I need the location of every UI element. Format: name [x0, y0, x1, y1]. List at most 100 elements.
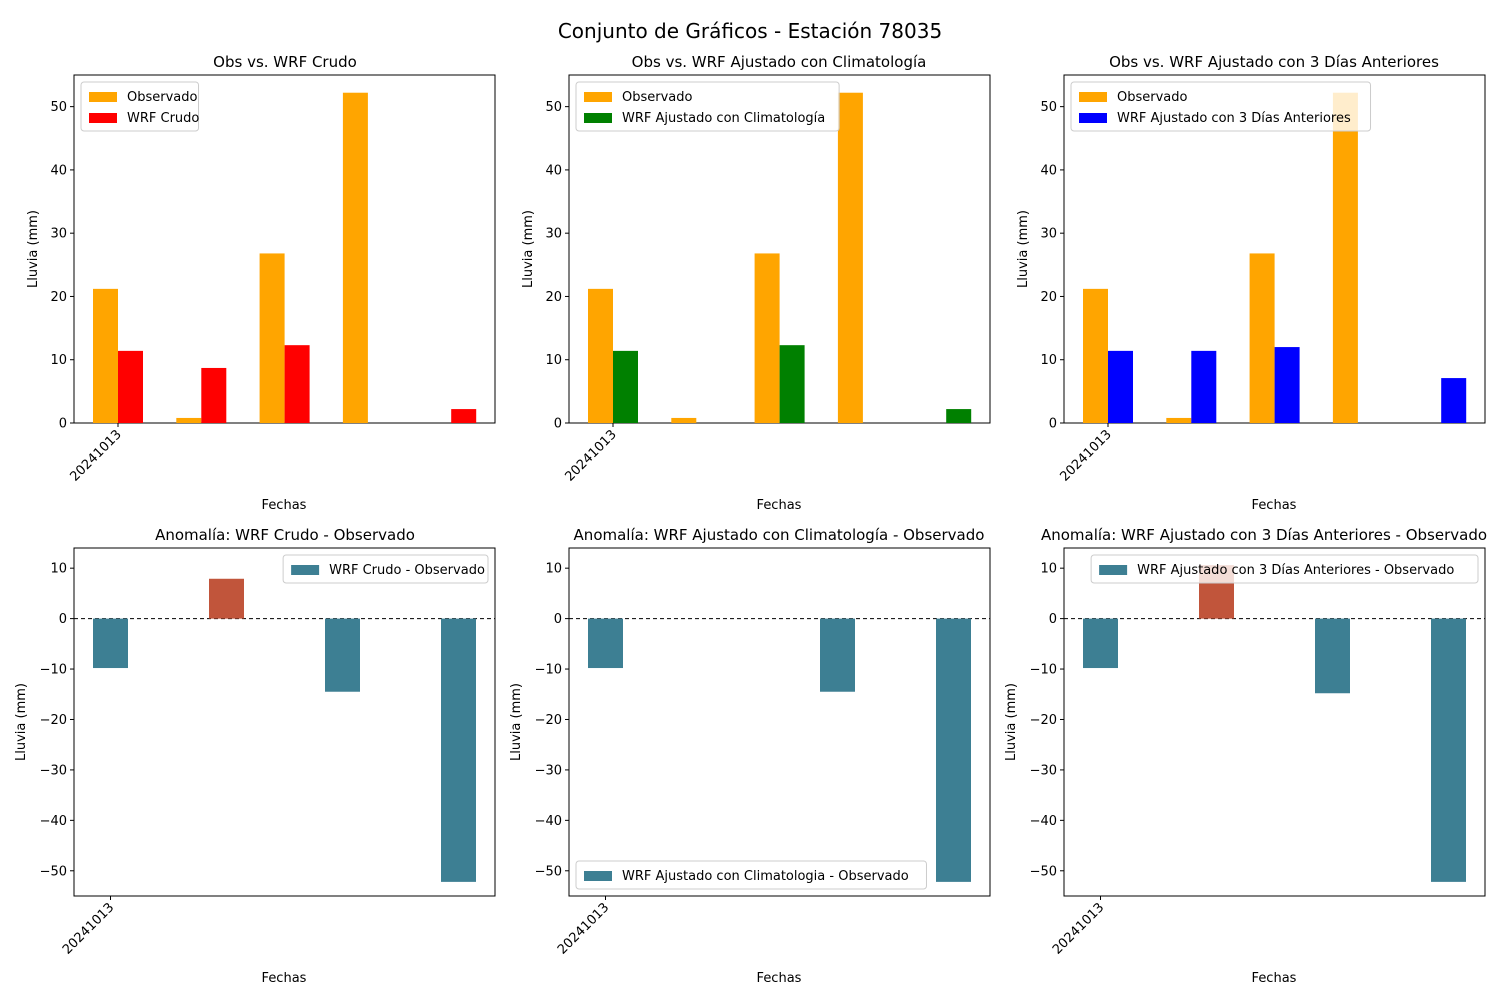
y-tick-label: 30 [1040, 227, 1057, 242]
bar-observed [176, 417, 202, 423]
subplot-4: −50 −40 −30 −20 −10 0 10 Anomalía: WRF Crudo - … [14, 526, 496, 986]
bar-wrf [451, 409, 477, 423]
y-axis-label: Lluvia (mm) [1004, 683, 1019, 761]
legend-swatch [291, 565, 320, 575]
anomaly-bar [1431, 618, 1466, 882]
y-tick-label: −10 [40, 663, 67, 678]
bar-observed [93, 288, 118, 423]
y-tick-label: 20 [1040, 290, 1057, 305]
y-tick-label: 20 [545, 290, 562, 305]
y-tick-label: 0 [554, 417, 562, 432]
x-tick-label: 20241013 [562, 427, 619, 484]
subplot-title: Obs vs. WRF Crudo [213, 53, 357, 71]
subplot-title: Anomalía: WRF Ajustado con Climatología … [574, 526, 985, 544]
legend-swatch [584, 92, 612, 102]
bar-observed [588, 288, 613, 423]
legend-box [1070, 81, 1372, 132]
y-axis-label: Lluvia (mm) [509, 683, 524, 761]
subplot-title: Anomalía: WRF Crudo - Observado [155, 526, 415, 544]
figure-title: Conjunto de Gráficos - Estación 78035 [558, 19, 942, 43]
bar-observed [259, 253, 285, 423]
legend: Observado WRF Crudo [80, 81, 199, 132]
subplot-2: 0 10 20 30 40 50 Obs vs. WRF Ajustado con Clim… [521, 53, 991, 513]
y-tick-label: 10 [545, 353, 562, 368]
axes-frame [1063, 547, 1486, 897]
legend-swatch [89, 92, 117, 102]
axes-frame [73, 547, 496, 897]
legend-box [1090, 554, 1479, 584]
x-tick-label: 20241013 [1050, 900, 1107, 957]
subplot-title: Anomalía: WRF Ajustado con 3 Días Anteri… [1041, 526, 1487, 544]
legend-label: WRF Ajustado con 3 Días Anteriores - Obs… [1137, 563, 1454, 578]
y-axis-label: Lluvia (mm) [26, 210, 41, 288]
y-tick-label: −30 [535, 763, 562, 778]
legend-swatch [584, 871, 612, 881]
y-tick-label: 0 [1049, 417, 1057, 432]
anomaly-bar [209, 578, 244, 619]
bar-observed [837, 92, 863, 423]
bar-wrf [1274, 347, 1300, 423]
subplot-title: Obs vs. WRF Ajustado con Climatología [632, 53, 927, 71]
legend-box [575, 860, 927, 890]
anomaly-bar [325, 618, 360, 692]
x-axis-label: Fechas [757, 971, 802, 986]
bar-wrf [946, 409, 972, 423]
y-tick-label: −30 [40, 763, 67, 778]
legend-box [575, 81, 840, 132]
x-axis-label: Fechas [1252, 498, 1297, 513]
y-tick-label: 0 [59, 417, 67, 432]
bar-wrf [118, 350, 143, 423]
bar-wrf [1191, 350, 1217, 423]
y-tick-label: −20 [1030, 713, 1057, 728]
x-tick-label: 20241013 [67, 427, 124, 484]
bar-wrf [1441, 378, 1467, 423]
y-tick-label: 0 [59, 612, 67, 627]
subplot-5: −50 −40 −30 −20 −10 0 10 Anomalía: WRF Ajustado… [509, 526, 991, 986]
y-axis-label: Lluvia (mm) [14, 683, 29, 761]
y-tick-label: −20 [40, 713, 67, 728]
bar-observed [671, 417, 697, 423]
legend-label: WRF Crudo [127, 111, 199, 126]
y-tick-label: 10 [545, 562, 562, 577]
subplot-6: −50 −40 −30 −20 −10 0 10 Anomalía: WRF Ajustado… [1004, 526, 1487, 986]
y-tick-label: 0 [1049, 612, 1057, 627]
y-tick-label: 40 [1040, 163, 1057, 178]
y-tick-label: 10 [1040, 562, 1057, 577]
legend-swatch [1099, 565, 1128, 575]
axes-frame [568, 547, 991, 897]
legend-label: WRF Ajustado con 3 Días Anteriores [1117, 111, 1351, 126]
y-tick-label: 50 [545, 100, 562, 115]
y-axis-label: Lluvia (mm) [521, 210, 536, 288]
y-tick-label: 10 [50, 562, 67, 577]
legend-box [282, 554, 489, 584]
y-tick-label: 40 [545, 163, 562, 178]
y-tick-label: 50 [50, 100, 67, 115]
x-axis-label: Fechas [262, 971, 307, 986]
bar-observed [342, 92, 368, 423]
x-tick-label: 20241013 [1057, 427, 1114, 484]
y-tick-label: −50 [40, 864, 67, 879]
x-tick-label: 20241013 [60, 900, 117, 957]
bar-wrf [1108, 350, 1133, 423]
y-tick-label: −40 [1030, 814, 1057, 829]
legend: WRF Crudo - Observado [282, 554, 489, 584]
legend-label: Observado [127, 90, 198, 105]
bar-observed [1083, 288, 1108, 423]
y-tick-label: −10 [1030, 663, 1057, 678]
y-tick-label: −40 [535, 814, 562, 829]
bar-wrf [284, 345, 310, 423]
y-tick-label: 0 [554, 612, 562, 627]
y-axis-label: Lluvia (mm) [1016, 210, 1031, 288]
legend-label: Observado [1117, 90, 1188, 105]
bar-observed [1166, 417, 1192, 423]
y-tick-label: −30 [1030, 763, 1057, 778]
legend: WRF Ajustado con Climatologia - Observad… [575, 860, 927, 890]
anomaly-bar [820, 618, 855, 692]
anomaly-bar [588, 618, 623, 669]
y-tick-label: −40 [40, 814, 67, 829]
y-tick-label: 50 [1040, 100, 1057, 115]
bar-wrf [613, 350, 638, 423]
anomaly-bar [1315, 618, 1350, 694]
x-axis-label: Fechas [1252, 971, 1297, 986]
